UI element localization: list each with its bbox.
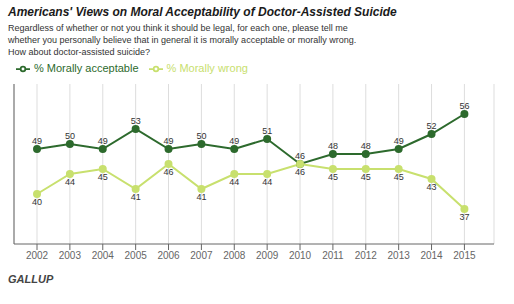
html-text:How about doctor-assisted suic: How about doctor-assisted suicide? xyxy=(8,47,151,57)
svg-text:40: 40 xyxy=(32,197,42,207)
svg-text:46: 46 xyxy=(295,151,305,161)
svg-text:37: 37 xyxy=(459,212,469,222)
svg-text:2005: 2005 xyxy=(125,250,148,261)
svg-text:2007: 2007 xyxy=(190,250,213,261)
svg-text:45: 45 xyxy=(328,172,338,182)
svg-text:49: 49 xyxy=(164,136,174,146)
svg-text:45: 45 xyxy=(361,172,371,182)
svg-text:49: 49 xyxy=(394,136,404,146)
svg-text:49: 49 xyxy=(229,136,239,146)
svg-text:48: 48 xyxy=(361,141,371,151)
svg-text:43: 43 xyxy=(427,182,437,192)
svg-text:46: 46 xyxy=(164,167,174,177)
svg-text:49: 49 xyxy=(98,136,108,146)
svg-text:2004: 2004 xyxy=(92,250,115,261)
svg-text:44: 44 xyxy=(262,177,272,187)
svg-text:44: 44 xyxy=(65,177,75,187)
svg-text:49: 49 xyxy=(32,136,42,146)
html-text:Regardless of whether or not y: Regardless of whether or not you think i… xyxy=(8,23,348,33)
svg-text:2012: 2012 xyxy=(355,250,378,261)
svg-text:2009: 2009 xyxy=(256,250,279,261)
svg-text:51: 51 xyxy=(262,126,272,136)
svg-text:45: 45 xyxy=(394,172,404,182)
html-text:whether you personally believe: whether you personally believe that in g… xyxy=(8,35,357,45)
svg-text:53: 53 xyxy=(131,116,141,126)
svg-text:2008: 2008 xyxy=(223,250,246,261)
svg-text:50: 50 xyxy=(196,131,206,141)
svg-text:56: 56 xyxy=(459,101,469,111)
svg-text:46: 46 xyxy=(295,167,305,177)
svg-text:41: 41 xyxy=(196,192,206,202)
svg-text:45: 45 xyxy=(98,172,108,182)
svg-text:2015: 2015 xyxy=(453,250,476,261)
svg-text:48: 48 xyxy=(328,141,338,151)
svg-text:44: 44 xyxy=(229,177,239,187)
svg-text:2010: 2010 xyxy=(289,250,312,261)
svg-text:2006: 2006 xyxy=(157,250,180,261)
html-text:% Morally acceptable: % Morally acceptable xyxy=(34,62,139,74)
svg-text:41: 41 xyxy=(131,192,141,202)
svg-text:2011: 2011 xyxy=(322,250,344,261)
svg-text:2003: 2003 xyxy=(59,250,82,261)
html-text:GALLUP: GALLUP xyxy=(8,273,54,285)
svg-text:2002: 2002 xyxy=(26,250,49,261)
html-text:% Morally wrong: % Morally wrong xyxy=(166,62,248,74)
html-text:Americans' Views on Moral Acce: Americans' Views on Moral Acceptability … xyxy=(8,5,397,19)
svg-text:52: 52 xyxy=(427,121,437,131)
svg-text:2013: 2013 xyxy=(388,250,411,261)
svg-text:50: 50 xyxy=(65,131,75,141)
svg-text:2014: 2014 xyxy=(420,250,443,261)
